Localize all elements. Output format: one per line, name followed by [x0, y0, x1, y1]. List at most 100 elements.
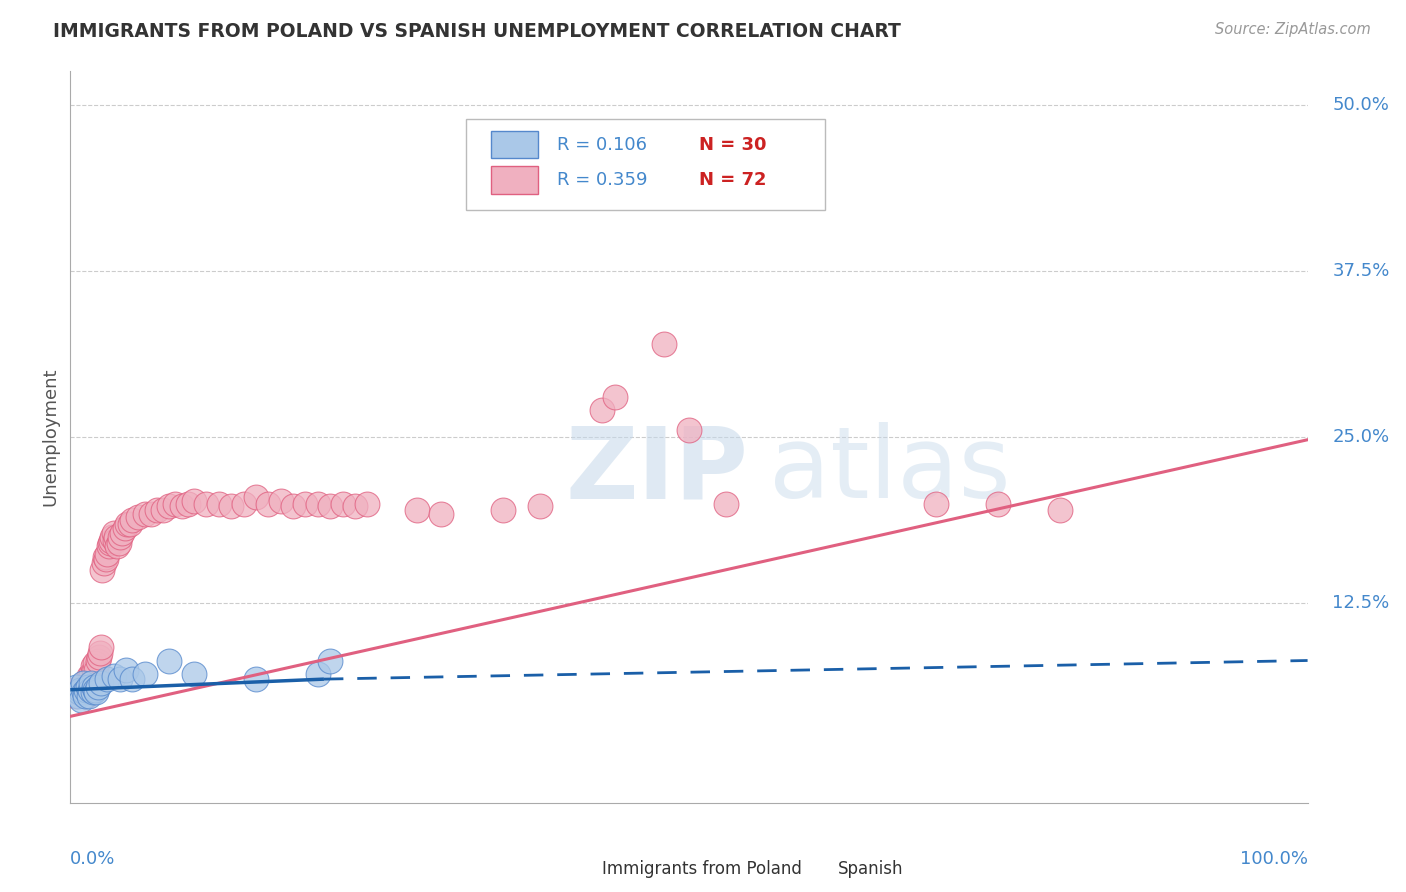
Point — [86, 653, 108, 667]
Point — [107, 536, 129, 550]
Point — [65, 680, 87, 694]
Text: 37.5%: 37.5% — [1333, 262, 1389, 280]
Point — [108, 530, 131, 544]
Text: ZIP: ZIP — [565, 423, 748, 519]
Point — [79, 682, 101, 697]
Point — [83, 680, 105, 694]
Point — [714, 497, 737, 511]
Point — [77, 690, 100, 704]
FancyBboxPatch shape — [776, 855, 823, 881]
Point — [195, 497, 218, 511]
Point — [86, 680, 108, 694]
Point — [121, 672, 143, 686]
Point — [294, 497, 316, 511]
Point — [75, 690, 97, 704]
Point — [157, 500, 180, 514]
Point — [270, 494, 292, 508]
Point — [72, 682, 94, 697]
Point — [183, 494, 205, 508]
Text: N = 30: N = 30 — [699, 136, 766, 153]
Text: 25.0%: 25.0% — [1333, 428, 1389, 446]
Point — [177, 497, 200, 511]
Point — [208, 497, 231, 511]
Point — [77, 669, 100, 683]
Point — [98, 536, 121, 550]
Point — [127, 509, 149, 524]
Point — [152, 503, 174, 517]
Point — [67, 685, 90, 699]
FancyBboxPatch shape — [540, 855, 588, 881]
Point — [70, 693, 93, 707]
Point — [72, 676, 94, 690]
Point — [93, 557, 115, 571]
Text: 12.5%: 12.5% — [1333, 594, 1389, 612]
Point — [104, 533, 127, 548]
Point — [111, 525, 134, 540]
Point — [678, 424, 700, 438]
Point — [245, 490, 267, 504]
Text: R = 0.106: R = 0.106 — [557, 136, 647, 153]
Point — [103, 669, 125, 683]
Point — [101, 530, 124, 544]
Text: Source: ZipAtlas.com: Source: ZipAtlas.com — [1215, 22, 1371, 37]
Point — [67, 685, 90, 699]
Point — [84, 682, 107, 697]
Point — [114, 520, 136, 534]
Text: atlas: atlas — [769, 423, 1011, 519]
Point — [219, 500, 242, 514]
Point — [89, 646, 111, 660]
Point — [103, 525, 125, 540]
Point — [84, 663, 107, 677]
Point — [84, 656, 107, 670]
Point — [82, 685, 104, 699]
Point — [183, 666, 205, 681]
Point — [281, 500, 304, 514]
Point — [591, 403, 613, 417]
FancyBboxPatch shape — [467, 119, 825, 211]
Point — [91, 563, 114, 577]
Point — [75, 682, 97, 697]
Point — [65, 690, 87, 704]
Point — [343, 500, 366, 514]
FancyBboxPatch shape — [491, 130, 538, 159]
Point — [83, 663, 105, 677]
Point — [90, 676, 112, 690]
Text: Spanish: Spanish — [838, 860, 903, 878]
Point — [118, 516, 141, 531]
Point — [94, 549, 117, 564]
Point — [492, 503, 515, 517]
Point — [987, 497, 1010, 511]
Point — [652, 337, 675, 351]
Point — [121, 512, 143, 526]
Point — [75, 690, 97, 704]
Point — [430, 507, 453, 521]
FancyBboxPatch shape — [491, 166, 538, 194]
Point — [1049, 503, 1071, 517]
Point — [115, 663, 138, 677]
Point — [170, 500, 193, 514]
Text: R = 0.359: R = 0.359 — [557, 170, 647, 188]
Point — [139, 507, 162, 521]
Point — [69, 682, 91, 697]
Point — [70, 680, 93, 694]
Point — [603, 390, 626, 404]
Point — [529, 500, 551, 514]
Point — [63, 682, 86, 697]
Point — [96, 547, 118, 561]
Point — [82, 658, 104, 673]
Point — [87, 649, 110, 664]
Point — [73, 676, 96, 690]
Point — [307, 497, 329, 511]
Point — [319, 653, 342, 667]
Point — [76, 680, 98, 694]
Text: IMMIGRANTS FROM POLAND VS SPANISH UNEMPLOYMENT CORRELATION CHART: IMMIGRANTS FROM POLAND VS SPANISH UNEMPL… — [53, 22, 901, 41]
Point — [157, 653, 180, 667]
Text: 0.0%: 0.0% — [70, 850, 115, 868]
Point — [356, 497, 378, 511]
Point — [97, 539, 120, 553]
Point — [76, 676, 98, 690]
Point — [146, 503, 169, 517]
Point — [134, 666, 156, 681]
Point — [105, 539, 128, 553]
Y-axis label: Unemployment: Unemployment — [41, 368, 59, 507]
